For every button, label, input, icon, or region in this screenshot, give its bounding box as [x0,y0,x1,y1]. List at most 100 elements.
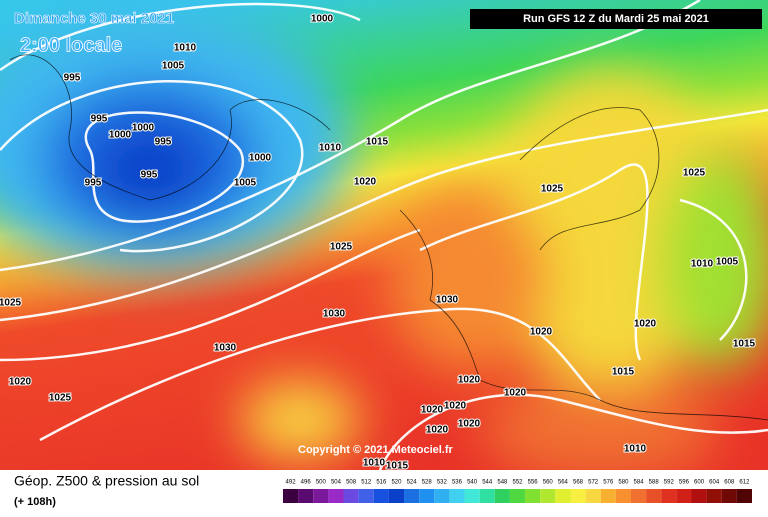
scale-swatch [721,489,737,503]
scale-swatch [600,489,616,503]
isobar-label: 1020 [530,327,553,338]
footer-lead: (+ 108h) [14,496,56,508]
scale-label: 556 [528,480,539,486]
scale-swatch [298,489,314,503]
scale-swatch [434,489,450,503]
isobar-label: 1020 [634,319,657,330]
color-scale: 492 496 500 504 508 512 516 520 524 528 532 536 540 5… [283,480,752,503]
scale-label: 536 [452,480,463,486]
scale-swatch [449,489,465,503]
scale-label: 596 [679,480,690,486]
scale-swatch [494,489,510,503]
scale-swatch [555,489,571,503]
scale-label: 524 [407,480,418,486]
scale-label: 548 [497,480,508,486]
scale-swatch [630,489,647,503]
isobar-label: 1020 [458,419,481,430]
scale-label: 496 [301,480,312,486]
isobar-label: 1025 [49,393,72,404]
isobar-label: 1020 [421,405,444,416]
isobar-label: 1030 [214,343,237,354]
isobar-label: 1020 [444,401,467,412]
isobar-label: 1010 [624,444,647,455]
scale-swatch [736,489,752,503]
isobar-label: 1020 [354,177,377,188]
isobar-label: 1020 [458,375,481,386]
scale-swatch [509,489,526,503]
isobar-label: 1030 [323,309,346,320]
scale-label: 520 [391,480,402,486]
isobar-label: 1020 [504,388,527,399]
isobar-label: 1020 [9,377,32,388]
copyright: Copyright © 2021 Meteociel.fr [298,444,454,456]
scale-label: 560 [543,480,554,486]
isobar-label: 1000 [249,153,272,164]
scale-label: 604 [709,480,720,486]
scale-label: 528 [422,480,433,486]
scale-swatch [404,489,420,503]
scale-label: 500 [316,480,327,486]
scale-label: 512 [361,480,372,486]
scale-swatch [706,489,722,503]
isobar-label: 1015 [366,137,389,148]
scale-swatch [676,489,692,503]
isobar-label: 1025 [541,184,564,195]
scale-swatch [691,489,707,503]
scale-label: 584 [634,480,645,486]
scale-swatch [283,489,299,503]
isobar-label: 995 [85,178,102,189]
scale-swatch [343,489,359,503]
isobar-labels: 1000101010059959951000100099599599510001… [0,13,757,473]
scale-label: 568 [573,480,584,486]
scale-label: 504 [331,480,342,486]
scale-label: 564 [558,480,569,486]
scale-label: 592 [664,480,675,486]
scale-label: 544 [482,480,493,486]
footer-title: Géop. Z500 & pression au sol [14,473,199,489]
isobar-label: 995 [64,73,81,84]
isobar-label: 1005 [234,178,257,189]
isobar-label: 1010 [319,143,342,154]
scale-swatch [661,489,677,503]
scale-swatch [419,489,435,503]
scale-label: 576 [603,480,614,486]
scale-swatch [585,489,601,503]
scale-swatch [464,489,480,503]
isobar-label: 1015 [733,339,756,350]
scale-swatch [388,489,405,503]
scale-swatch [646,489,662,503]
isobar-label: 1000 [132,123,155,134]
scale-label: 588 [649,480,660,486]
scale-label: 492 [286,480,297,486]
scale-label: 552 [512,480,523,486]
scale-swatch [358,489,374,503]
map-background [0,0,768,480]
isobar-label: 1010 [363,458,386,469]
isobar-label: 1000 [109,130,132,141]
date-label: Dimanche 30 mai 2021 [14,10,174,27]
isobar-label: 1025 [330,242,353,253]
scale-label: 532 [437,480,448,486]
isobar-label: 1015 [386,461,409,472]
scale-swatch [525,489,541,503]
isobar-label: 1000 [311,14,334,25]
time-label: 2:00 locale [20,34,122,56]
isobar-label: 1010 [691,259,714,270]
isobar-label: 995 [155,137,172,148]
scale-label: 612 [739,480,750,486]
isobar-label: 995 [141,170,158,181]
scale-label: 580 [618,480,629,486]
scale-swatch [615,489,631,503]
isobar-label: 1030 [436,295,459,306]
isobar-label: 1005 [162,61,185,72]
isobar-label: 1010 [174,43,197,54]
scale-swatch [313,489,329,503]
scale-swatch [328,489,344,503]
run-box [470,9,762,29]
scale-label: 572 [588,480,599,486]
scale-label: 516 [376,480,387,486]
isobar-label: 1025 [0,298,22,309]
isobar-label: 995 [91,114,108,125]
